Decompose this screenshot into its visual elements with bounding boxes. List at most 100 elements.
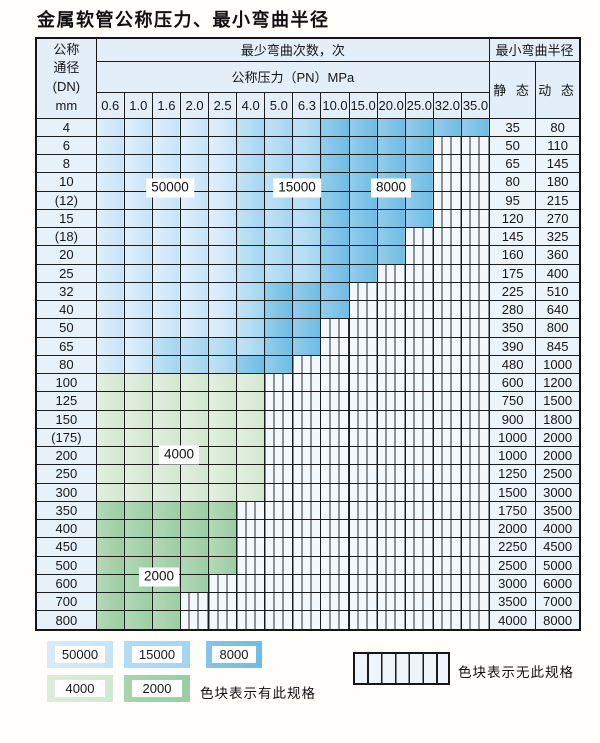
spec-cell (95, 245, 125, 265)
no-spec-cell (404, 372, 434, 393)
no-spec-cell (320, 391, 350, 411)
no-spec-cell (404, 427, 434, 448)
corner-line-3: (DN) (52, 79, 81, 95)
spec-cell (320, 299, 350, 320)
dn-cell: 20 (35, 245, 97, 265)
static-radius-cell: 1750 (489, 500, 537, 521)
bend-cycles-header: 最少弯曲次数，次 (95, 37, 491, 62)
dynamic-radius-cell: 845 (535, 336, 581, 356)
dynamic-radius-cell: 400 (535, 263, 581, 283)
spec-cell (123, 482, 153, 502)
no-spec-cell (432, 299, 462, 320)
spec-cell (123, 153, 153, 174)
spec-cell (404, 208, 434, 229)
dn-cell: 4 (35, 117, 97, 137)
dynamic-radius-cell: 640 (535, 299, 581, 320)
table-row: 100 600 1200 (35, 372, 581, 393)
dn-cell: 65 (35, 336, 97, 356)
no-spec-cell (292, 573, 322, 594)
no-spec-cell (348, 391, 378, 411)
no-spec-cell (404, 482, 434, 502)
legend-swatch-8000: 8000 (206, 641, 262, 668)
spec-cell (208, 537, 238, 557)
no-spec-cell (432, 391, 462, 411)
no-spec-cell (432, 482, 462, 502)
spec-cell (236, 299, 266, 320)
spec-cell (264, 318, 294, 338)
table-row: 450 2250 4500 (35, 537, 581, 557)
dn-cell: 450 (35, 537, 97, 557)
no-spec-cell (404, 336, 434, 356)
no-spec-cell (432, 573, 462, 594)
bend-radius-header: 最小弯曲半径 (489, 37, 581, 62)
no-spec-cell (292, 482, 322, 502)
no-spec-cell (264, 555, 294, 575)
no-spec-cell (320, 482, 350, 502)
spec-cell (320, 190, 350, 210)
spec-cell (236, 263, 266, 283)
spec-cell (236, 208, 266, 229)
table-row: 125 750 1500 (35, 391, 581, 411)
no-spec-cell (460, 610, 491, 631)
spec-cell (208, 153, 238, 174)
no-spec-cell (460, 427, 491, 448)
spec-cell (208, 482, 238, 502)
spec-cell (95, 135, 125, 156)
spec-cell (348, 226, 378, 247)
table-row: 300 1500 3000 (35, 482, 581, 502)
no-spec-cell (376, 427, 406, 448)
no-spec-cell (460, 372, 491, 393)
spec-cell (208, 263, 238, 283)
static-radius-cell: 2000 (489, 518, 537, 539)
spec-cell (264, 263, 294, 283)
dynamic-radius-cell: 2500 (535, 464, 581, 484)
static-radius-cell: 95 (489, 190, 537, 210)
no-spec-cell (236, 591, 266, 612)
spec-cell (292, 245, 322, 265)
legend-label-4000: 4000 (55, 680, 105, 697)
no-spec-cell (264, 537, 294, 557)
spec-cell (348, 153, 378, 174)
spec-cell (151, 263, 181, 283)
no-spec-cell (432, 610, 462, 631)
spec-cell (320, 117, 350, 137)
spec-cell (292, 318, 322, 338)
no-spec-cell (460, 445, 491, 466)
static-radius-cell: 1250 (489, 464, 537, 484)
spec-cell (236, 482, 266, 502)
spec-cell (95, 464, 125, 484)
spec-cell (348, 135, 378, 156)
no-spec-cell (292, 391, 322, 411)
page-title: 金属软管公称压力、最小弯曲半径 (37, 10, 330, 31)
no-spec-cell (292, 372, 322, 393)
spec-cell (292, 117, 322, 137)
spec-cell (151, 336, 181, 356)
no-spec-cell (460, 208, 491, 229)
no-spec-cell (264, 482, 294, 502)
pressure-col-header: 10.0 (320, 91, 350, 119)
spec-cell (151, 518, 181, 539)
no-spec-cell (320, 464, 350, 484)
spec-cell (123, 281, 153, 302)
spec-cell (264, 336, 294, 356)
no-spec-cell (348, 482, 378, 502)
pressure-col-header: 5.0 (264, 91, 294, 119)
no-spec-cell (404, 391, 434, 411)
spec-cell (264, 281, 294, 302)
cycles-label-15000: 15000 (273, 178, 321, 198)
no-spec-cell (432, 190, 462, 210)
dynamic-radius-cell: 1000 (535, 354, 581, 375)
spec-cell (151, 299, 181, 320)
no-spec-cell (460, 537, 491, 557)
no-spec-cell (432, 537, 462, 557)
no-spec-cell (432, 500, 462, 521)
spec-cell (95, 610, 125, 631)
no-spec-cell (264, 573, 294, 594)
spec-cell (208, 427, 238, 448)
no-spec-cell (179, 610, 210, 631)
spec-cell (208, 208, 238, 229)
dynamic-radius-cell: 325 (535, 226, 581, 247)
no-spec-cell (320, 555, 350, 575)
dn-cell: (12) (35, 190, 97, 210)
spec-cell (348, 245, 378, 265)
